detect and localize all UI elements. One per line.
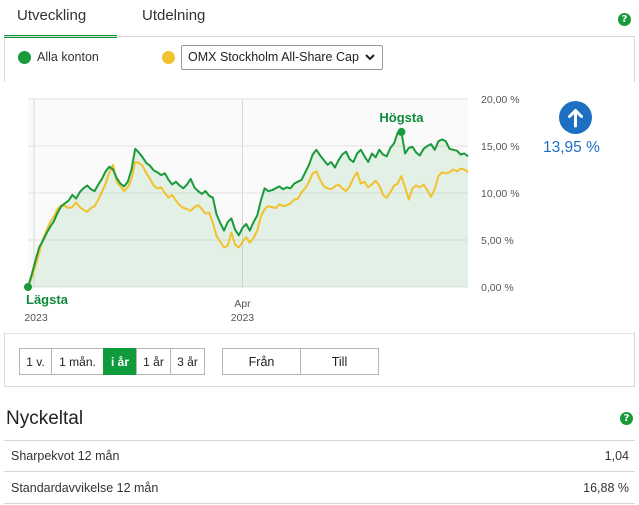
chevron-down-icon (364, 49, 376, 68)
x-tick-label: 2023 (24, 312, 48, 324)
series-color-dot (18, 51, 31, 64)
y-tick-label: 20,00 % (481, 94, 520, 106)
tab-utveckling[interactable]: Utveckling (17, 7, 87, 24)
keyfigures-divider (4, 440, 635, 441)
controls-divider (4, 333, 635, 334)
keyfigure-row: Standardavvikelse 12 mån 16,88 % (4, 473, 635, 503)
to-date-button[interactable]: Till (300, 348, 379, 375)
chart-svg: 20,00 % 15,00 % 10,00 % 5,00 % 0,00 % 2023 Apr… (4, 82, 635, 332)
keyfigure-value: 16,88 % (583, 481, 629, 495)
compare-index-value: OMX Stockholm All-Share Cap (188, 50, 359, 64)
compare-series-line (27, 161, 469, 288)
period-1y-button[interactable]: 1 år (136, 348, 171, 375)
period-selector: 1 v. 1 mån. i år 1 år 3 år (19, 348, 205, 375)
high-marker (397, 127, 406, 136)
period-3y-button[interactable]: 3 år (170, 348, 205, 375)
period-1w-button[interactable]: 1 v. (19, 348, 52, 375)
y-tick-label: 15,00 % (481, 141, 520, 153)
period-ytd-button[interactable]: i år (103, 348, 137, 375)
keyfigure-row: Sharpekvot 12 mån 1,04 (4, 441, 635, 471)
keyfigure-label: Standardavvikelse 12 mån (11, 481, 159, 495)
keyfigures-divider (4, 503, 635, 504)
tab-bar: Utveckling Utdelning ? (0, 0, 639, 38)
help-icon[interactable]: ? (618, 13, 631, 26)
performance-value: 13,95 % (543, 139, 600, 156)
y-tick-label: 10,00 % (481, 188, 520, 200)
x-tick-label: Apr (234, 298, 251, 310)
x-tick-label: 2023 (231, 312, 255, 324)
tab-divider (4, 36, 635, 37)
legend-label-alla-konton: Alla konton (37, 50, 99, 64)
help-icon[interactable]: ? (620, 412, 633, 425)
from-date-button[interactable]: Från (222, 348, 301, 375)
keyfigures-divider (4, 471, 635, 472)
compare-index-select[interactable]: OMX Stockholm All-Share Cap (181, 45, 383, 70)
up-arrow-icon (559, 101, 592, 134)
y-tick-label: 0,00 % (481, 282, 514, 294)
performance-chart: 20,00 % 15,00 % 10,00 % 5,00 % 0,00 % 2023 Apr… (4, 82, 635, 332)
tab-utdelning[interactable]: Utdelning (142, 7, 206, 24)
high-annotation: Högsta (379, 110, 424, 125)
series-area (28, 131, 468, 287)
keyfigure-value: 1,04 (604, 449, 629, 463)
keyfigures-title: Nyckeltal (6, 408, 84, 429)
keyfigure-label: Sharpekvot 12 mån (11, 449, 120, 463)
y-tick-label: 5,00 % (481, 235, 514, 247)
date-range-selector: Från Till (222, 348, 379, 375)
main-series-line (27, 130, 469, 288)
low-marker (24, 283, 32, 291)
compare-color-dot (162, 51, 175, 64)
low-annotation: Lägsta (26, 292, 69, 307)
period-1m-button[interactable]: 1 mån. (51, 348, 104, 375)
